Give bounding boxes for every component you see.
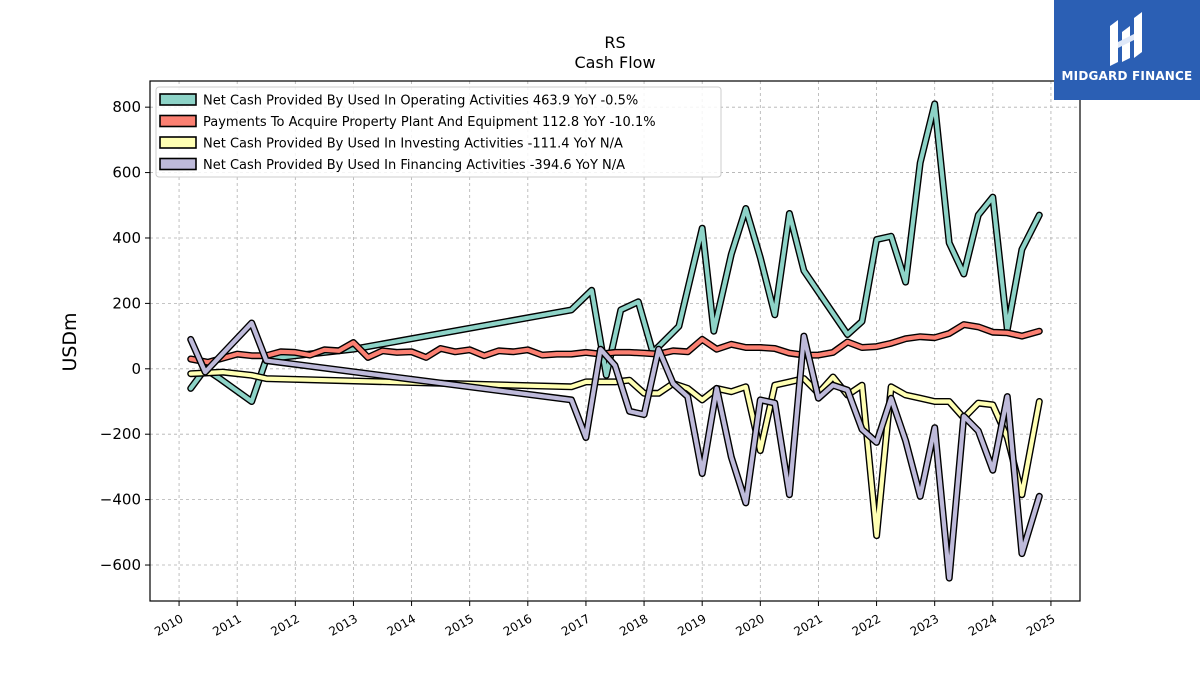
legend-label: Net Cash Provided By Used In Operating A…	[203, 94, 638, 109]
brand-name: MIDGARD FINANCE	[1061, 69, 1193, 83]
x-tick-label: 2012	[268, 611, 301, 638]
series-line	[188, 101, 1042, 404]
series-2	[187, 321, 1043, 366]
y-tick-label: 400	[112, 229, 141, 247]
legend: Net Cash Provided By Used In Operating A…	[155, 86, 722, 178]
x-tick-label: 2022	[850, 611, 883, 638]
y-tick-label: 0	[131, 360, 141, 378]
series-1	[187, 100, 1043, 405]
x-tick-label: 2020	[733, 611, 766, 638]
legend-swatch	[159, 157, 197, 171]
plot-frame	[149, 80, 1081, 602]
legend-label: Net Cash Provided By Used In Investing A…	[203, 137, 623, 152]
x-tick-label: 2025	[1024, 611, 1057, 638]
x-tick-label: 2011	[210, 611, 243, 638]
y-axis-label: USDm	[59, 312, 81, 371]
legend-label: Payments To Acquire Property Plant And E…	[203, 115, 656, 130]
brand-logo: MIDGARD FINANCE	[1054, 0, 1200, 100]
x-axis: 2010 2011 2012 2013 2014 2015 2016 2017 2018 2019…	[152, 601, 1057, 639]
x-tick-label: 2016	[501, 611, 534, 638]
series-4	[187, 319, 1043, 582]
x-tick-label: 2021	[791, 611, 824, 638]
legend-label: Net Cash Provided By Used In Financing A…	[203, 158, 625, 173]
x-tick-label: 2010	[152, 611, 185, 638]
legend-swatch	[159, 136, 197, 149]
midgard-logo-icon	[1110, 12, 1142, 66]
series-line	[188, 370, 1042, 538]
x-tick-label: 2013	[326, 611, 359, 638]
series-3	[187, 368, 1043, 540]
y-tick-label: 600	[112, 164, 141, 182]
series-line	[188, 320, 1042, 581]
y-tick-label: 200	[112, 294, 141, 312]
series-line	[188, 322, 1042, 365]
y-tick-label: −200	[100, 425, 141, 443]
x-tick-label: 2024	[966, 611, 999, 638]
y-tick-label: −600	[100, 556, 141, 574]
x-tick-label: 2017	[559, 611, 592, 638]
legend-swatch	[159, 114, 197, 128]
chart-subtitle: Cash Flow	[574, 53, 655, 72]
series-line-outline	[187, 319, 1043, 582]
x-tick-label: 2014	[385, 611, 418, 638]
series-lines	[187, 100, 1043, 582]
x-tick-label: 2023	[908, 611, 941, 638]
legend-swatch	[159, 93, 197, 106]
x-tick-label: 2015	[443, 611, 476, 638]
y-axis: −600 −400 −200 0 200 400 600 800	[100, 98, 150, 574]
legend-frame	[155, 86, 722, 178]
x-tick-label: 2019	[675, 611, 708, 638]
x-tick-label: 2018	[617, 611, 650, 638]
y-tick-label: −400	[100, 491, 141, 509]
y-tick-label: 800	[112, 98, 141, 116]
chart-title: RS	[604, 33, 625, 52]
